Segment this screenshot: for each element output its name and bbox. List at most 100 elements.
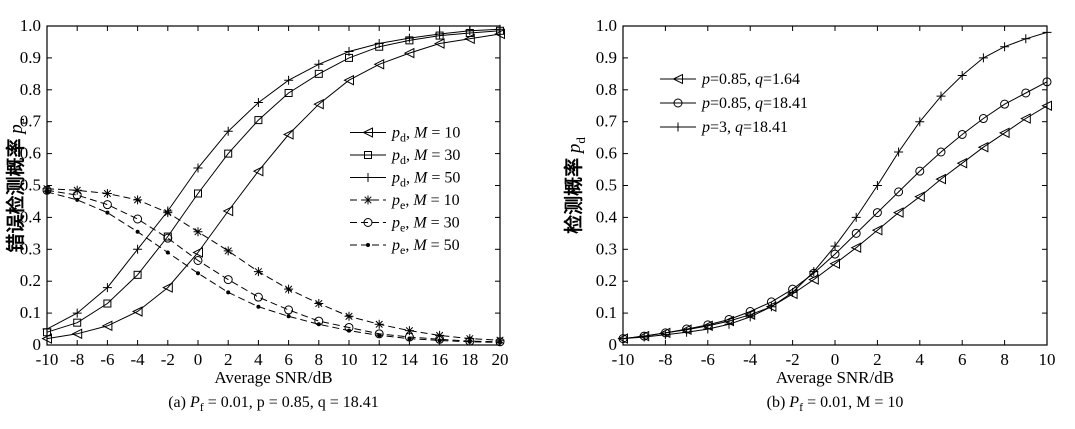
data-point <box>682 327 692 337</box>
data-point <box>223 246 233 256</box>
data-point <box>851 212 861 222</box>
data-point <box>344 47 354 57</box>
data-point <box>135 229 140 234</box>
data-point <box>347 328 351 333</box>
y-tick-label: 0.2 <box>596 271 617 290</box>
data-point <box>1021 34 1031 44</box>
data-point <box>192 247 203 258</box>
data-point <box>374 329 384 339</box>
legend-label: pe, M = 10 <box>391 192 460 212</box>
x-tick-label: -4 <box>743 350 758 369</box>
data-point <box>71 328 83 340</box>
data-point <box>872 181 882 190</box>
data-point <box>404 332 414 342</box>
legend-label: p=3, q=18.41 <box>701 119 788 136</box>
data-point <box>72 185 82 195</box>
legend: p=0.85, q=1.64 p=0.85, q=18.41 p=3, q=18.4… <box>660 71 808 136</box>
data-point <box>437 338 442 343</box>
data-point <box>1000 42 1010 52</box>
data-point <box>766 302 776 312</box>
data-point <box>222 205 234 217</box>
y-tick-label: 0.9 <box>20 48 41 67</box>
data-point <box>914 191 925 202</box>
x-tick-label: -6 <box>100 350 114 369</box>
x-tick-label: 6 <box>284 350 293 369</box>
x-tick-label: -2 <box>786 350 800 369</box>
data-point <box>936 91 946 101</box>
data-point <box>193 227 203 237</box>
series-3 <box>618 27 1052 344</box>
data-point <box>131 306 143 317</box>
series-4 <box>42 184 505 345</box>
legend-label: p=0.85, q=1.64 <box>701 71 800 88</box>
x-tick-label: 6 <box>958 350 967 369</box>
legend-marker <box>672 73 683 85</box>
x-tick-label: -4 <box>131 350 146 369</box>
y-tick-label: 0.9 <box>596 48 617 67</box>
data-point <box>193 163 203 173</box>
data-point <box>894 147 904 157</box>
x-tick-label: 2 <box>873 350 882 369</box>
panel-caption: (a) Pf = 0.01, p = 0.85, q = 18.41 <box>168 394 379 414</box>
data-point <box>850 242 862 254</box>
y-axis-label: 检测概率 pd <box>562 137 588 234</box>
legend-label: pe, M = 50 <box>391 237 460 257</box>
data-point <box>465 334 475 344</box>
x-tick-label: 8 <box>315 350 324 369</box>
data-point <box>165 250 170 255</box>
y-tick-label: 0.4 <box>596 207 618 226</box>
data-point <box>163 233 173 243</box>
data-point <box>956 157 968 169</box>
data-point <box>42 184 52 194</box>
y-tick-label: 1.0 <box>20 16 41 35</box>
data-point <box>495 24 505 34</box>
series-3 <box>42 24 505 334</box>
y-tick-label: 0.6 <box>20 144 41 163</box>
data-point <box>223 275 233 285</box>
data-point <box>998 127 1010 139</box>
data-point <box>830 241 840 251</box>
data-point <box>1042 77 1052 87</box>
data-point <box>284 305 294 315</box>
data-point <box>253 292 263 302</box>
data-point <box>194 189 202 198</box>
data-point <box>404 326 414 336</box>
legend-marker <box>363 218 373 227</box>
data-point <box>196 271 200 276</box>
data-point <box>282 129 294 140</box>
data-point <box>407 336 412 341</box>
data-point <box>73 318 82 327</box>
legend-item: pe, M = 10 <box>350 192 460 212</box>
legend-label: pe, M = 30 <box>391 215 460 235</box>
x-tick-label: 20 <box>492 350 509 369</box>
y-tick-label: 0.3 <box>596 239 617 258</box>
x-tick-label: 4 <box>916 350 925 369</box>
series-1 <box>41 28 505 344</box>
data-point <box>435 29 445 39</box>
data-point <box>226 290 231 295</box>
data-point <box>495 337 505 347</box>
y-tick-label: 0.8 <box>20 80 41 99</box>
x-tick-label: -8 <box>658 350 672 369</box>
data-point <box>724 319 734 329</box>
series-line <box>622 105 1048 340</box>
data-point <box>915 117 925 127</box>
data-point <box>788 287 798 297</box>
data-point <box>935 173 946 185</box>
data-point <box>851 228 861 238</box>
series-line <box>46 189 501 343</box>
y-tick-label: 0.4 <box>20 207 42 226</box>
series-line <box>46 33 501 340</box>
data-point <box>72 308 82 318</box>
x-tick-label: -2 <box>161 350 175 369</box>
data-point <box>639 332 649 342</box>
data-point <box>284 284 294 294</box>
data-point <box>957 70 967 80</box>
chart-panel-b: -10 -8 -6 -4 -2 0 2 4 6 8 10 0 0.1 0.2 0.3 0.4 0.5 0.6 0.7… <box>562 16 1056 414</box>
y-axis-label: 错误检测概率 pe <box>4 118 30 252</box>
series-line <box>46 191 501 343</box>
data-point <box>284 75 294 85</box>
data-point <box>102 283 112 293</box>
data-point <box>133 270 142 279</box>
data-point <box>467 339 472 344</box>
